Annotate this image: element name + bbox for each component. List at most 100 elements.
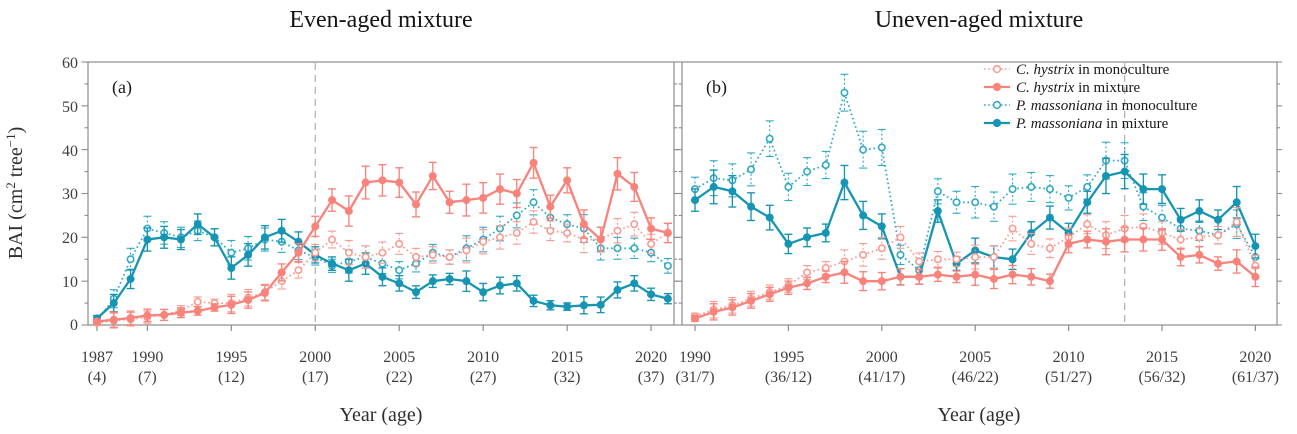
data-point (1120, 167, 1129, 176)
data-point (193, 297, 202, 306)
data-point (395, 239, 404, 248)
data-point (193, 306, 202, 315)
data-point (126, 255, 135, 264)
data-point (1232, 198, 1241, 207)
data-point (563, 302, 572, 311)
data-point (1158, 185, 1167, 194)
legend-item: C. hystrix in monoculture (984, 62, 1170, 78)
y-tick-label: 40 (62, 143, 78, 160)
data-point (328, 259, 337, 268)
data-point (896, 272, 905, 281)
data-point (1083, 220, 1092, 229)
y-tick-label: 60 (62, 55, 78, 72)
data-point (311, 222, 320, 231)
data-point (227, 248, 236, 257)
data-point (784, 239, 793, 248)
data-point (1195, 233, 1204, 242)
data-point (1008, 224, 1017, 233)
data-point (803, 167, 812, 176)
data-point (395, 178, 404, 187)
x-tick-age-label: (56/32) (1138, 369, 1185, 386)
data-point (971, 253, 980, 262)
data-point (495, 281, 504, 290)
data-point (647, 224, 656, 233)
data-point (176, 308, 185, 317)
data-point (193, 220, 202, 229)
x-tick-age-label: (41/17) (858, 369, 905, 386)
data-point (462, 277, 471, 286)
data-point (859, 145, 868, 154)
data-point (1195, 250, 1204, 259)
data-point (143, 235, 152, 244)
data-point (294, 248, 303, 257)
panel-b-letter: (b) (706, 77, 727, 98)
data-point (143, 311, 152, 320)
data-point (277, 226, 286, 235)
legend-label: C. hystrix in monoculture (1016, 62, 1170, 78)
data-point (479, 237, 488, 246)
data-point (613, 226, 622, 235)
data-point (1064, 193, 1073, 202)
x-tick-year-label: 2020 (1239, 349, 1271, 366)
panel-b-title: Uneven-aged mixture (875, 7, 1084, 33)
data-point (512, 228, 521, 237)
data-point (1045, 244, 1054, 253)
data-point (412, 253, 421, 262)
data-point (1214, 215, 1223, 224)
data-point (93, 317, 102, 326)
x-tick-age-label: (22) (386, 369, 413, 386)
data-point (1064, 239, 1073, 248)
data-point (495, 185, 504, 194)
data-point (630, 244, 639, 253)
x-tick-age-label: (32) (554, 369, 581, 386)
y-tick-label: 0 (70, 317, 78, 334)
chart-shape: P. massoniana (1015, 116, 1102, 132)
data-point (428, 250, 437, 259)
data-point (244, 296, 253, 305)
series-markers (93, 158, 672, 326)
data-point (613, 285, 622, 294)
data-point (1083, 235, 1092, 244)
legend-item: C. hystrix in mixture (984, 80, 1141, 96)
panel-b-plot: 1990 (31/7) 1995 (36/12) 2000 (41/17) 2005 (46/… (675, 61, 1282, 386)
data-point (933, 187, 942, 196)
data-point (512, 279, 521, 288)
data-point (989, 274, 998, 283)
x-tick-year-label: 1990 (131, 349, 163, 366)
x-tick-age-label: (27) (470, 369, 497, 386)
x-tick-year-label: 1995 (772, 349, 804, 366)
legend-label: C. hystrix in mixture (1016, 80, 1141, 96)
x-tick-year-label: 2020 (635, 349, 667, 366)
x-tick-age-label: (12) (218, 369, 245, 386)
data-point (361, 253, 370, 262)
data-point (1027, 272, 1036, 281)
data-point (378, 176, 387, 185)
chart-shape: ) (5, 127, 27, 134)
data-point (210, 303, 219, 312)
y-tick-label: 50 (62, 99, 78, 116)
data-point (176, 235, 185, 244)
data-point (227, 300, 236, 309)
data-point (784, 182, 793, 191)
data-point (630, 182, 639, 191)
data-point (933, 255, 942, 264)
x-tick-age-label: (51/27) (1045, 369, 1092, 386)
data-point (579, 301, 588, 310)
panel-a-letter: (a) (112, 77, 132, 98)
data-point (445, 253, 454, 262)
x-axis-title-right: Year (age) (938, 404, 1021, 426)
data-point (1008, 185, 1017, 194)
data-point (1027, 239, 1036, 248)
data-point (803, 233, 812, 242)
data-point (210, 233, 219, 242)
data-point (690, 196, 699, 205)
data-point (1045, 185, 1054, 194)
data-point (596, 235, 605, 244)
data-point (933, 270, 942, 279)
data-point (1176, 253, 1185, 262)
data-point (989, 253, 998, 262)
chart-shape: 2 (3, 182, 18, 189)
x-tick-year-label: 1987 (81, 349, 113, 366)
data-point (328, 235, 337, 244)
data-point (160, 310, 169, 319)
